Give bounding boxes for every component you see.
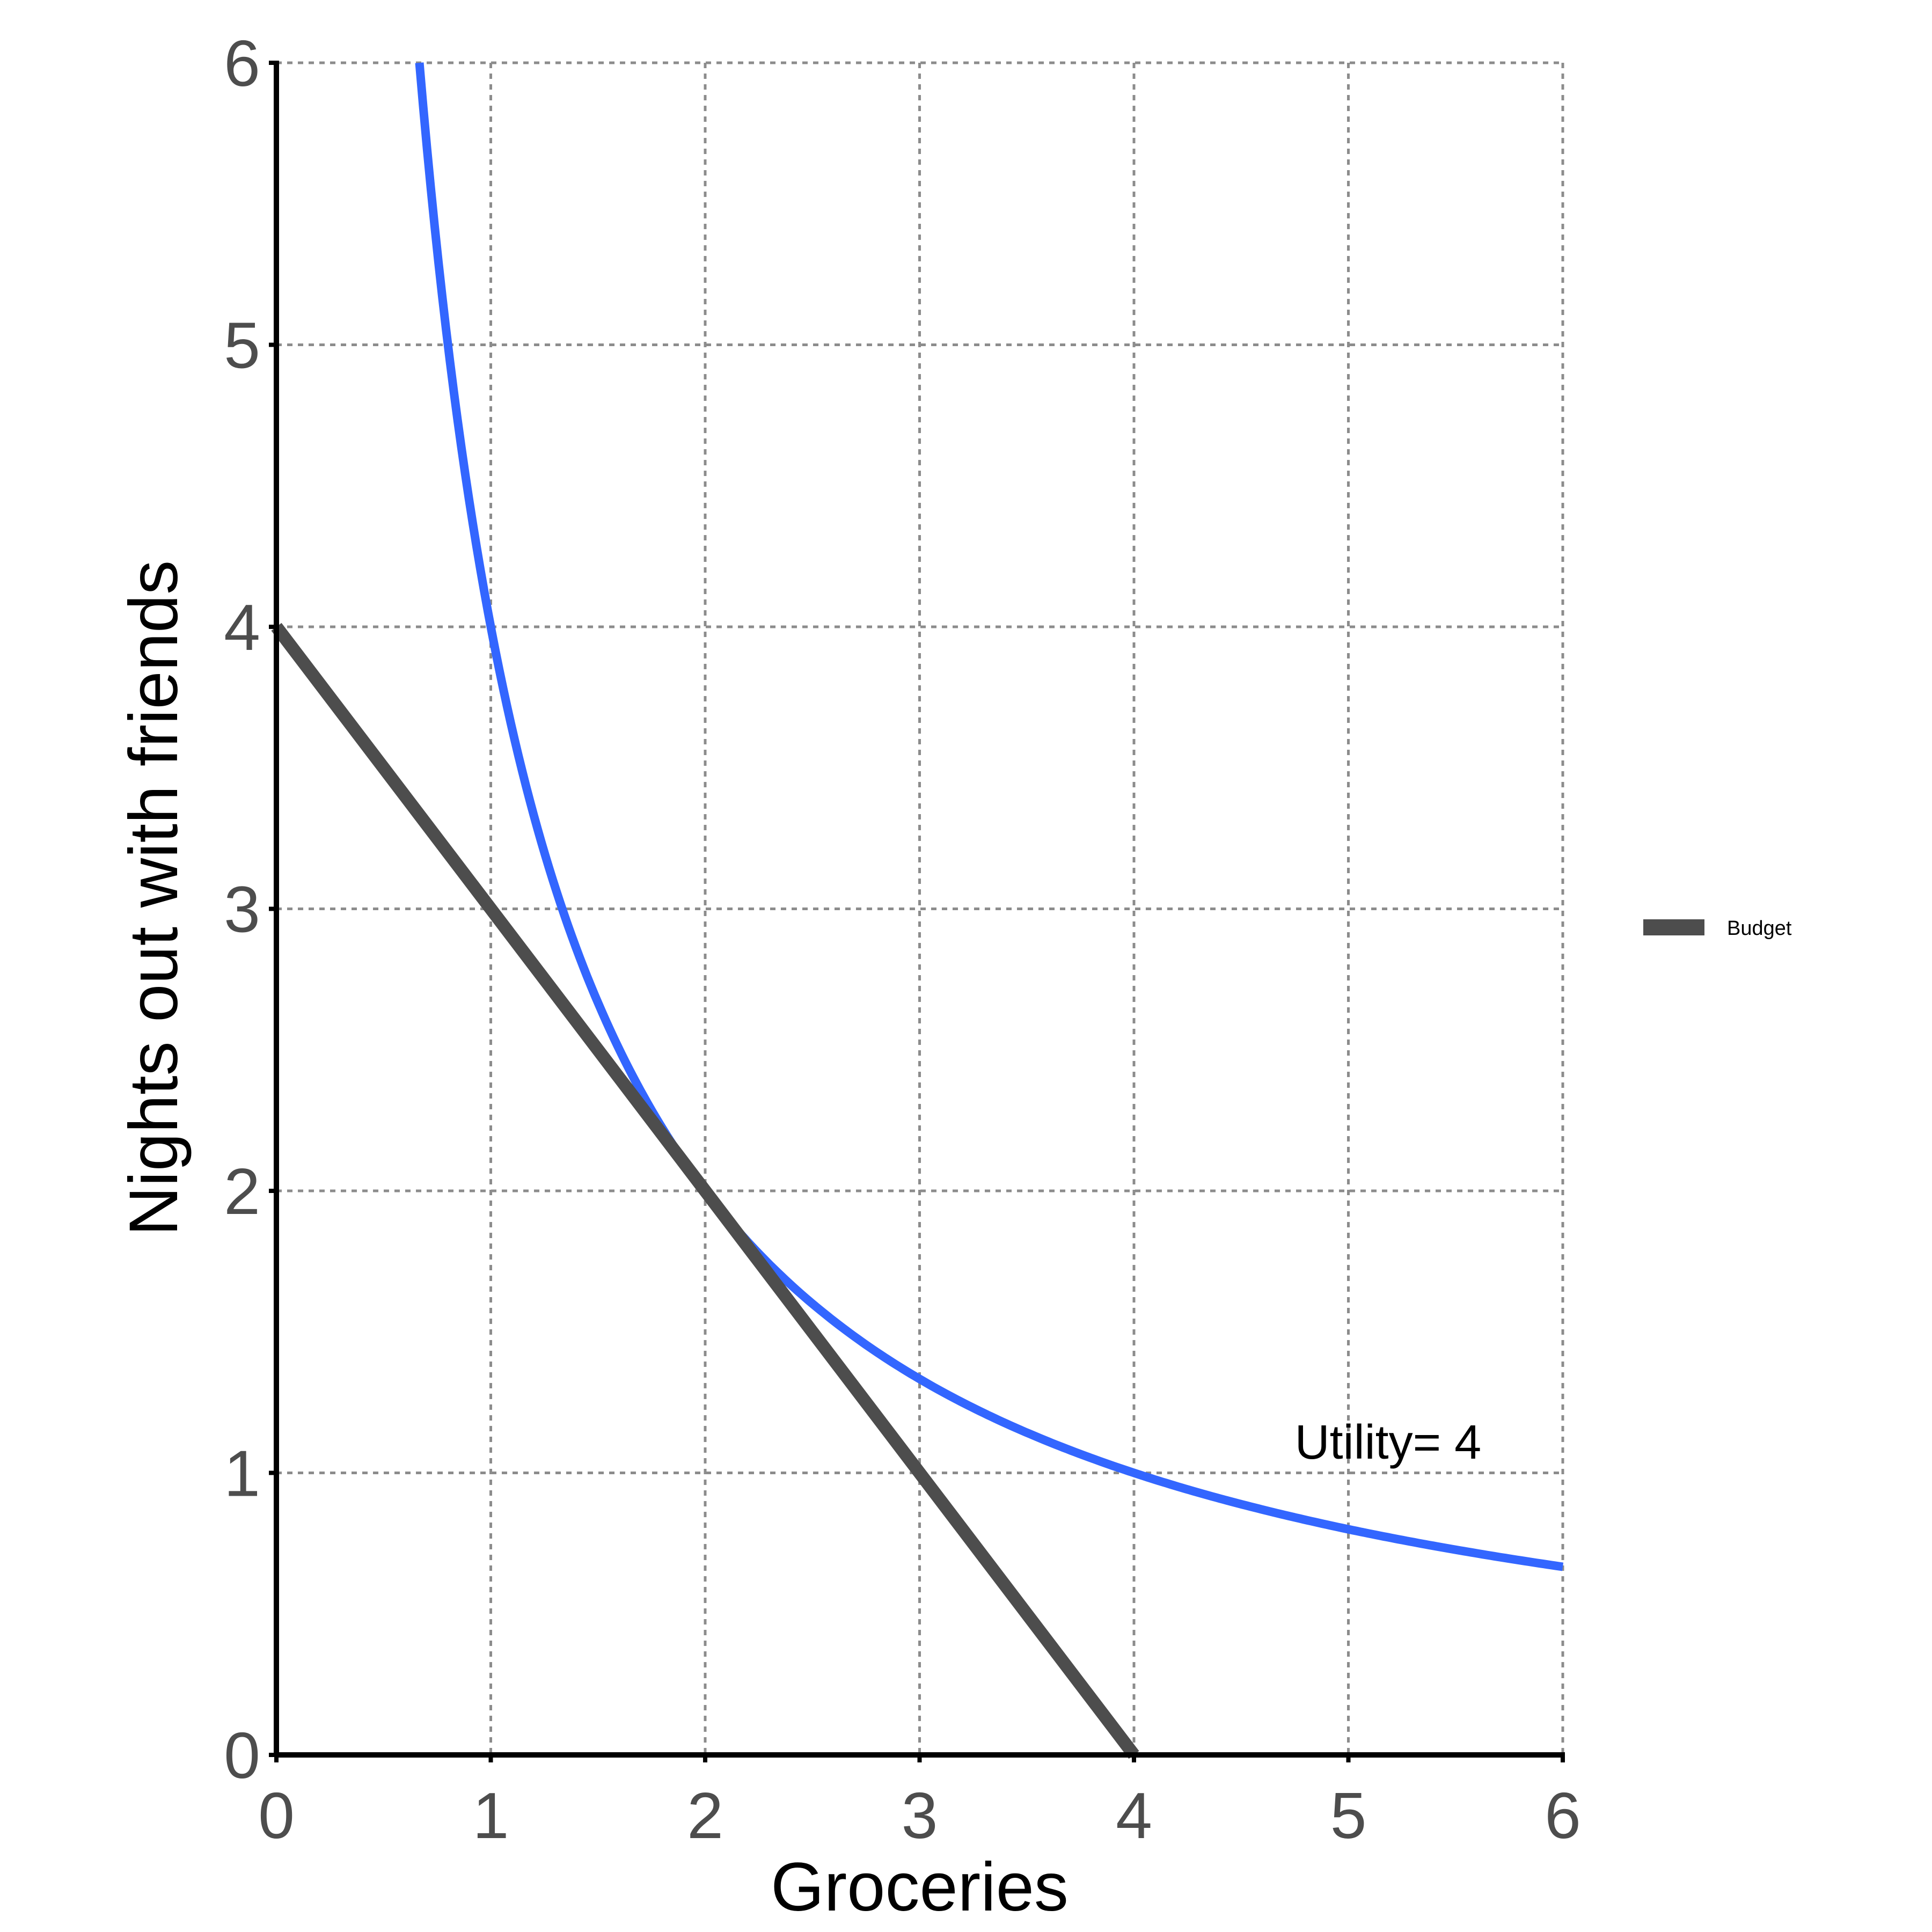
legend: Budget (1643, 917, 1792, 940)
x-axis-title: Groceries (771, 1849, 1069, 1926)
x-tick-label-1: 1 (473, 1779, 509, 1852)
y-tick-label-6: 6 (224, 27, 260, 100)
series-layer (271, 62, 1564, 1759)
y-tick-label-4: 4 (224, 591, 260, 664)
x-tick-label-3: 3 (902, 1779, 938, 1852)
x-tick-label-2: 2 (687, 1779, 723, 1852)
y-tick-label-2: 2 (224, 1155, 260, 1228)
y-tick-label-3: 3 (224, 873, 260, 946)
x-tick-label-4: 4 (1116, 1779, 1152, 1852)
axes (269, 61, 1565, 1762)
tick-labels: 0 1 2 3 4 5 6 0 1 2 3 4 5 6 (224, 27, 1581, 1852)
y-tick-label-0: 0 (224, 1719, 260, 1792)
utility-curve-line (415, 62, 1564, 1571)
utility-annotation: Utility= 4 (1295, 1416, 1482, 1469)
grid (276, 61, 1564, 1755)
x-tick-label-6: 6 (1545, 1779, 1581, 1852)
legend-label-budget: Budget (1727, 917, 1792, 940)
y-tick-label-1: 1 (224, 1437, 260, 1510)
budget-line (271, 623, 1139, 1759)
x-tick-label-5: 5 (1330, 1779, 1367, 1852)
x-tick-label-0: 0 (258, 1779, 295, 1852)
y-tick-label-5: 5 (224, 309, 260, 382)
y-axis-title: Nights out with friends (115, 560, 192, 1236)
